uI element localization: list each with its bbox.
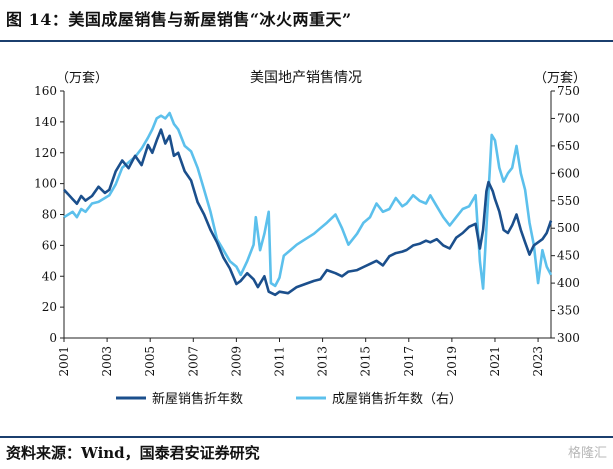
series-line-new-home xyxy=(63,128,553,297)
x-tick-label: 2011 xyxy=(272,346,286,377)
left-tick-label: 20 xyxy=(42,300,57,314)
series-line-existing-home xyxy=(63,111,553,290)
right-tick-label: 650 xyxy=(557,139,580,153)
axes: 0 20 40 60 80 100 120 140 160 300 350 400 450 500 550 6… xyxy=(34,84,580,377)
x-tick-label: 2005 xyxy=(143,346,157,377)
legend: 新屋销售折年数 成屋销售折年数（右） xyxy=(116,391,462,407)
right-tick-label: 400 xyxy=(557,276,580,290)
left-tick-label: 120 xyxy=(34,146,57,160)
left-axis-unit: （万套） xyxy=(56,70,108,86)
left-tick-label: 160 xyxy=(34,84,57,98)
right-tick-label: 300 xyxy=(557,331,580,345)
right-axis-unit: （万套） xyxy=(534,70,586,86)
chart-title: 美国地产销售情况 xyxy=(250,70,362,86)
right-tick-label: 600 xyxy=(557,166,580,180)
right-tick-label: 500 xyxy=(557,221,580,235)
left-tick-label: 60 xyxy=(42,238,57,252)
watermark: 格隆汇 xyxy=(567,446,607,461)
legend-label-new-home: 新屋销售折年数 xyxy=(152,391,243,407)
left-tick-label: 140 xyxy=(34,115,57,129)
source-note: 资料来源：Wind，国泰君安证券研究 xyxy=(6,444,260,462)
right-tick-label: 350 xyxy=(557,304,580,318)
figure-title: 图 14：美国成屋销售与新屋销售“冰火两重天” xyxy=(6,10,352,29)
right-tick-label: 700 xyxy=(557,111,580,125)
x-tick-label: 2019 xyxy=(445,346,459,377)
left-tick-label: 40 xyxy=(42,269,57,283)
x-tick-label: 2009 xyxy=(229,346,243,377)
series-lines xyxy=(63,111,553,297)
x-tick-label: 2023 xyxy=(531,346,545,377)
x-tick-label: 2013 xyxy=(316,346,330,377)
right-tick-label: 750 xyxy=(557,84,580,98)
legend-label-existing-home: 成屋销售折年数（右） xyxy=(332,391,462,407)
x-tick-label: 2001 xyxy=(57,346,71,377)
left-tick-label: 80 xyxy=(42,208,57,222)
x-tick-label: 2007 xyxy=(186,346,200,377)
x-tick-label: 2017 xyxy=(402,346,416,377)
left-tick-label: 0 xyxy=(49,331,57,345)
x-tick-label: 2003 xyxy=(100,346,114,377)
x-tick-label: 2015 xyxy=(359,346,373,377)
x-tick-label: 2021 xyxy=(488,346,502,377)
right-tick-label: 550 xyxy=(557,194,580,208)
source-rule xyxy=(0,436,613,438)
title-rule xyxy=(0,40,613,42)
left-tick-label: 100 xyxy=(34,177,57,191)
right-tick-label: 450 xyxy=(557,249,580,263)
